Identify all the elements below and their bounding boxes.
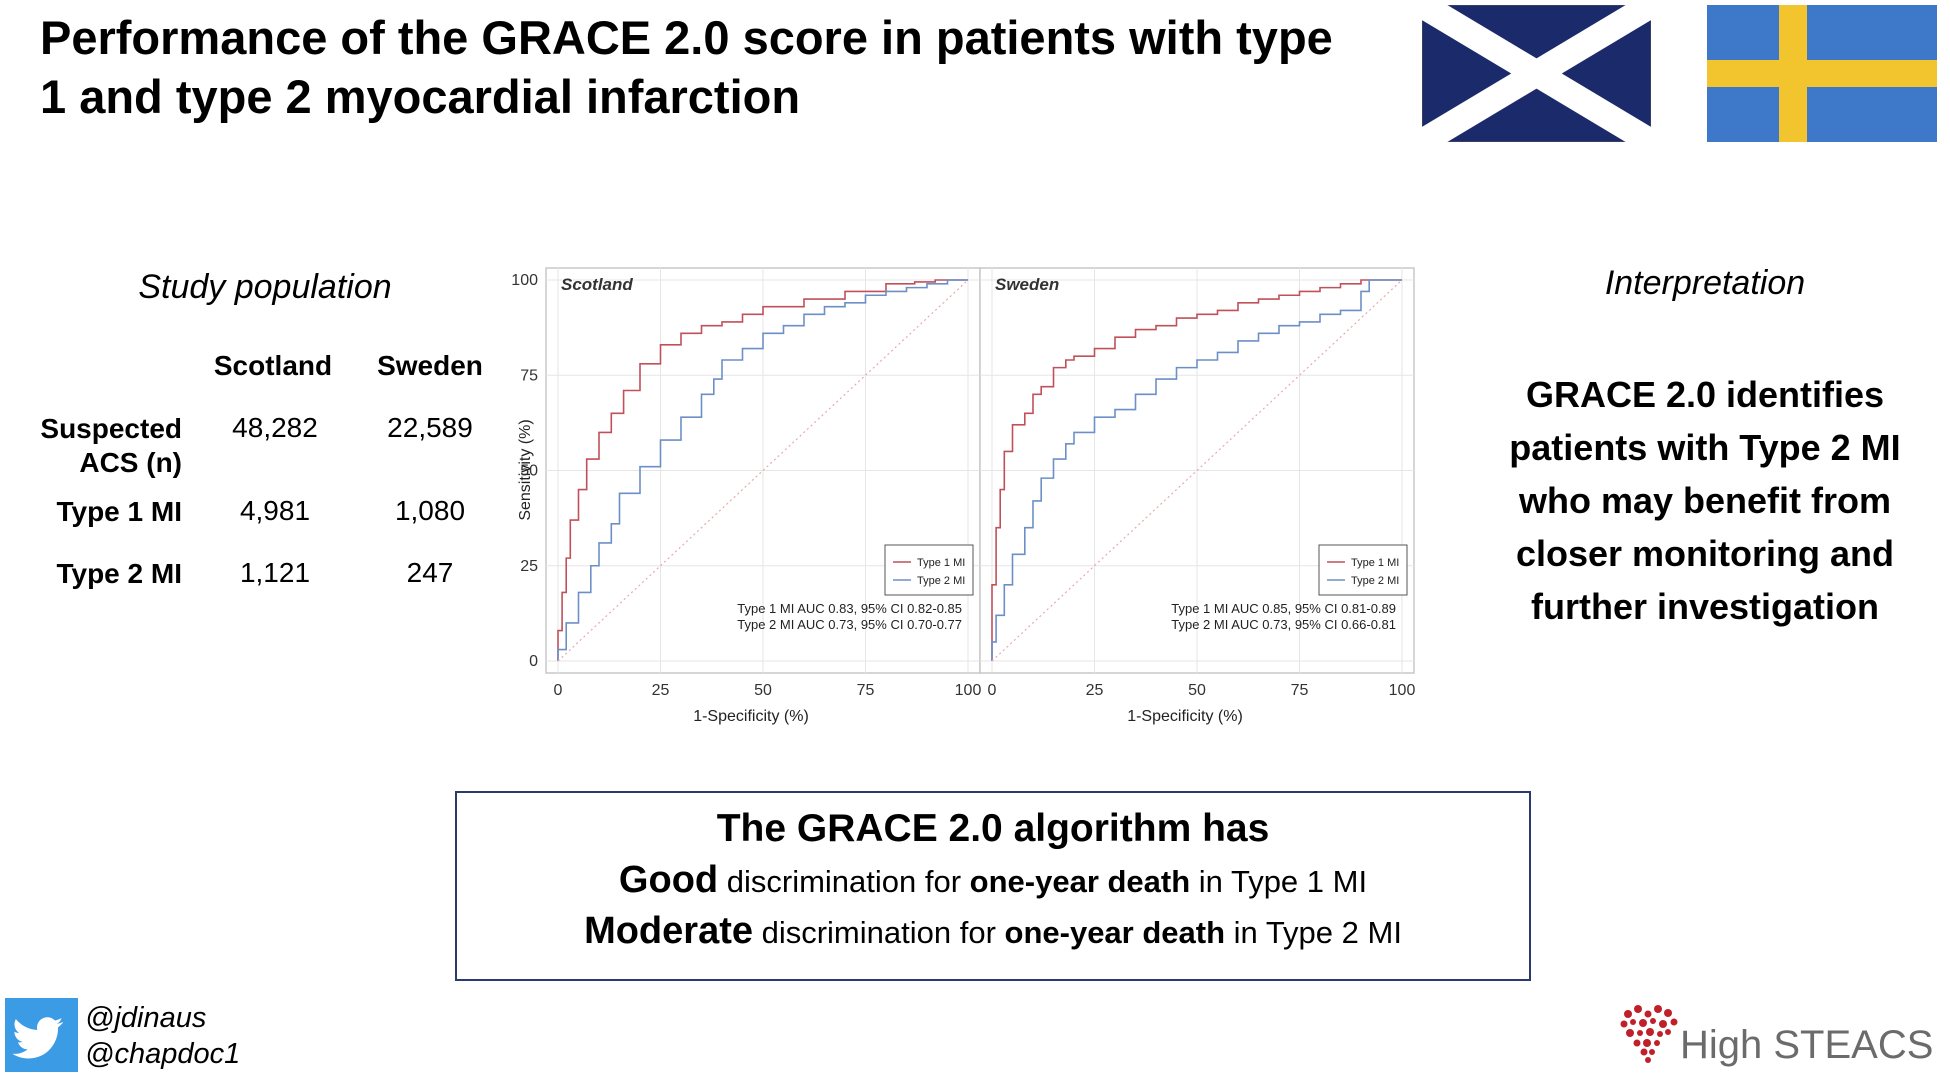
scotland-legend-label-type2: Type 2 MI (917, 575, 965, 587)
summary-text: discrimination for (718, 864, 970, 899)
summary-text: discrimination for (752, 915, 1005, 950)
interpretation-line: patients with Type 2 MI (1509, 427, 1901, 468)
row-label-type1: Type 1 MI (56, 496, 182, 527)
sweden-series-type2 (991, 279, 1402, 661)
scotland-y-tick-label: 75 (520, 367, 538, 384)
scotland-flag-saltire-b (1422, 5, 1651, 142)
scotland-reference-diagonal (557, 279, 969, 662)
scotland-y-tick-label: 50 (520, 463, 538, 480)
scotland-x-tick-label: 50 (754, 682, 772, 699)
sweden-x-tick-label: 50 (1188, 682, 1206, 699)
sweden-legend-label-type1: Type 1 MI (1351, 557, 1399, 569)
logo-text: High STEACS (1680, 1023, 1933, 1067)
study-population-heading: Study population (138, 268, 392, 306)
cell-suspected-scotland: 48,282 (232, 412, 318, 443)
sweden-x-tick-label: 0 (988, 682, 997, 699)
interpretation-heading: Interpretation (1604, 264, 1806, 302)
cell-type2-scotland: 1,121 (239, 557, 311, 588)
scotland-y-tick-label: 25 (520, 558, 538, 575)
scotland-series-type1 (557, 279, 968, 661)
roc-chart: Sensitivity (%) 0 25 50 75 100 0 25 50 75 100 Scotl… (511, 267, 1416, 725)
sweden-auc-annotation: Type 2 MI AUC 0.73, 95% CI 0.66-0.81 (1171, 617, 1396, 632)
sweden-legend-label-type2: Type 2 MI (1351, 575, 1399, 587)
summary-title: The GRACE 2.0 algorithm has (716, 807, 1270, 850)
y-axis-label: Sensitivity (%) (517, 419, 534, 520)
sweden-flag-cross-h (1707, 60, 1937, 87)
scotland-x-tick-label: 100 (955, 682, 982, 699)
twitter-bird-icon (12, 1017, 64, 1059)
twitter-handles: @jdinaus @chapdoc1 (85, 1000, 240, 1072)
scotland-y-tick-label: 100 (511, 272, 538, 289)
sweden-x-tick-label: 75 (1291, 682, 1309, 699)
column-header-scotland: Scotland (213, 350, 333, 381)
cell-type1-sweden: 1,080 (394, 495, 466, 526)
sweden-panel-title: Sweden (995, 275, 1059, 294)
sweden-x-axis-label: 1-Specificity (%) (1127, 708, 1243, 725)
scotland-series-type2 (557, 279, 968, 661)
column-header-sweden: Sweden (377, 350, 483, 381)
cell-type1-scotland: 4,981 (239, 495, 311, 526)
sweden-x-tick-label: 100 (1389, 682, 1416, 699)
scotland-x-tick-label: 25 (652, 682, 670, 699)
sweden-reference-diagonal (991, 279, 1403, 662)
cell-suspected-sweden: 22,589 (387, 412, 473, 443)
cell-type2-sweden: 247 (406, 557, 454, 588)
scotland-y-tick-label: 0 (529, 653, 538, 670)
handle-jdinaus[interactable]: @jdinaus (85, 1002, 207, 1034)
interpretation-line: further investigation (1530, 586, 1880, 627)
scotland-x-axis-label: 1-Specificity (%) (693, 708, 809, 725)
summary-moderate: Moderate (584, 910, 753, 952)
sweden-flag (1707, 5, 1937, 142)
summary-line-type2: Moderate discrimination for one-year dea… (457, 910, 1529, 953)
sweden-x-tick-label: 25 (1086, 682, 1104, 699)
scotland-x-tick-label: 0 (554, 682, 563, 699)
row-label-type2: Type 2 MI (56, 558, 182, 589)
high-steacs-logo: High STEACS (1620, 1005, 1933, 1067)
slide-title: Performance of the GRACE 2.0 score in pa… (40, 11, 1333, 123)
interpretation-line: GRACE 2.0 identifies (1525, 374, 1885, 415)
scotland-x-tick-label: 75 (857, 682, 875, 699)
scotland-panel-title: Scotland (561, 275, 633, 294)
summary-text: in Type 1 MI (1190, 864, 1368, 899)
summary-outcome: one-year death (1004, 915, 1226, 950)
scotland-legend-box (884, 544, 974, 596)
sweden-auc-annotation: Type 1 MI AUC 0.85, 95% CI 0.81-0.89 (1171, 601, 1396, 616)
sweden-legend-box (1318, 544, 1408, 596)
sweden-series-type1 (991, 279, 1402, 661)
scotland-flag (1422, 5, 1651, 142)
summary-text: in Type 2 MI (1225, 915, 1402, 950)
summary-outcome: one-year death (969, 864, 1191, 899)
scotland-legend-label-type1: Type 1 MI (917, 557, 965, 569)
handle-chapdoc1[interactable]: @chapdoc1 (85, 1038, 241, 1070)
interpretation-line: closer monitoring and (1515, 533, 1895, 574)
interpretation-text: GRACE 2.0 identifies patients with Type … (1490, 368, 1920, 633)
row-label-line: Suspected (40, 413, 182, 444)
row-label-line: ACS (n) (79, 447, 182, 478)
summary-good: Good (618, 859, 719, 901)
twitter-icon[interactable] (5, 998, 78, 1072)
heart-icon (1620, 1005, 1678, 1063)
scotland-auc-annotation: Type 2 MI AUC 0.73, 95% CI 0.70-0.77 (737, 617, 962, 632)
summary-box: The GRACE 2.0 algorithm has Good discrim… (455, 791, 1531, 981)
summary-line-type1: Good discrimination for one-year death i… (457, 859, 1529, 902)
scotland-auc-annotation: Type 1 MI AUC 0.83, 95% CI 0.82-0.85 (737, 601, 962, 616)
row-label-suspected-acs: Suspected ACS (n) (22, 412, 182, 480)
interpretation-line: who may benefit from (1518, 480, 1892, 521)
